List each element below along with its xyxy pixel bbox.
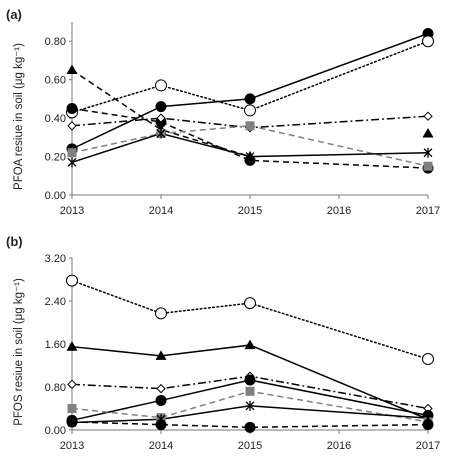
series-2-point — [244, 104, 256, 117]
x-tick-label: 2017 — [416, 205, 440, 217]
x-tick-label: 2014 — [149, 440, 173, 452]
x-tick-label: 2017 — [416, 440, 440, 452]
series-line-6 — [71, 115, 429, 129]
series-7-point — [67, 148, 77, 158]
series-line-4 — [71, 379, 429, 422]
series-5-point — [66, 103, 78, 114]
series-2-point — [244, 339, 256, 350]
series-line-6 — [71, 405, 429, 424]
y-tick-label: 2.40 — [45, 296, 66, 308]
series-8-point — [67, 157, 77, 168]
y-tick-label: 0.80 — [45, 36, 66, 48]
series-7-point — [245, 121, 255, 131]
x-tick-label: 2013 — [60, 440, 84, 452]
series-1-point — [244, 93, 256, 105]
series-4-point — [422, 127, 434, 138]
series-8-point — [245, 151, 255, 162]
y-axis-label: PFOS resiue in soil (μg kg⁻¹) — [13, 278, 25, 426]
x-tick-label: 2015 — [238, 440, 262, 452]
series-5-point — [67, 404, 77, 413]
series-7-point — [422, 419, 434, 431]
series-6-point — [156, 113, 166, 123]
y-tick-label: 0.40 — [45, 113, 66, 125]
y-tick-label: 0.20 — [45, 152, 66, 164]
series-4-point — [244, 374, 256, 386]
panel-label: (a) — [6, 7, 22, 22]
x-tick-label: 2015 — [238, 205, 262, 217]
series-1-point — [155, 307, 167, 320]
series-3-point — [66, 64, 78, 75]
series-7-point — [66, 416, 78, 428]
series-7-point — [155, 419, 167, 431]
series-6-point — [245, 400, 255, 411]
y-tick-label: 0.00 — [45, 190, 66, 202]
series-7-point — [244, 421, 256, 433]
series-6-point — [67, 121, 77, 131]
series-1-point — [244, 297, 256, 310]
series-line-1 — [71, 32, 429, 150]
series-2-point — [155, 350, 167, 360]
series-1-point — [66, 274, 78, 287]
series-line-2 — [71, 344, 429, 420]
x-tick-label: 2014 — [149, 205, 173, 217]
series-line-5 — [71, 390, 429, 423]
series-8-point — [423, 147, 433, 158]
series-2-point — [422, 35, 434, 48]
series-1-point — [155, 101, 167, 113]
series-line-3 — [71, 69, 251, 158]
chart-panel-2: (b) 0.00 0.80 1.60 2.40 3.20 2013 2014 2015 2016 2… — [6, 234, 440, 452]
y-tick-label: 1.60 — [45, 339, 66, 351]
series-line-3 — [71, 375, 429, 410]
series-2-point — [66, 341, 78, 351]
series-3-point — [156, 383, 166, 394]
y-tick-label: 0.60 — [45, 75, 66, 87]
series-line-8 — [71, 132, 429, 164]
series-line-7 — [71, 125, 429, 167]
series-line-7 — [71, 421, 429, 429]
series-line-2 — [71, 40, 429, 114]
series-line-1 — [71, 279, 429, 360]
y-tick-label: 3.20 — [45, 253, 66, 265]
x-tick-label: 2016 — [327, 205, 351, 217]
series-7-point — [423, 161, 433, 171]
x-tick-label: 2013 — [60, 205, 84, 217]
y-tick-label: 0.80 — [45, 382, 66, 394]
y-axis-label: PFOA resiue in soil (μg kg⁻¹) — [13, 43, 25, 190]
panel-label: (b) — [6, 234, 23, 249]
series-2-point — [155, 79, 167, 92]
series-6-point — [423, 111, 433, 121]
series-5-point — [245, 386, 255, 396]
x-tick-label: 2016 — [327, 440, 351, 452]
series-3-point — [67, 379, 77, 390]
chart-panel-1: (a) 0.00 0.20 0.40 0.60 0.80 2013 2014 2015 2016 2… — [6, 7, 440, 217]
series-1-point — [422, 353, 434, 366]
series-4-point — [155, 394, 167, 406]
series-line-5 — [71, 107, 429, 169]
y-tick-label: 0.00 — [45, 425, 66, 437]
series-8-point — [156, 128, 166, 139]
